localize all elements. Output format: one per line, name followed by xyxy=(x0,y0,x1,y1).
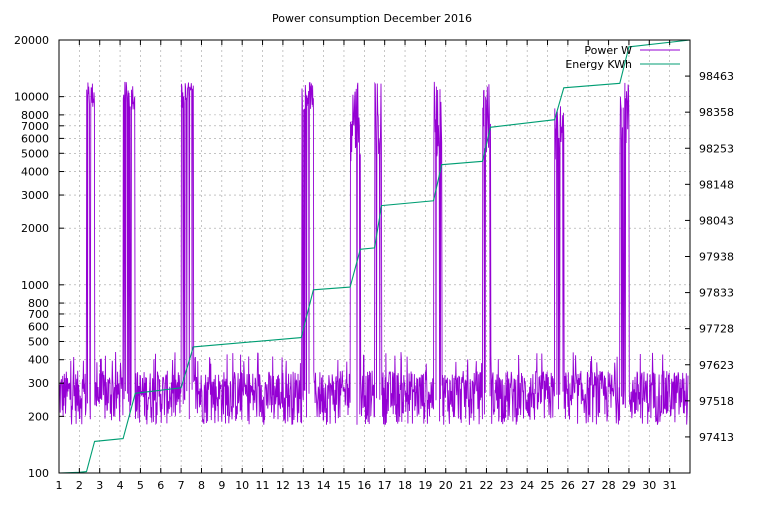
x-tick-label: 8 xyxy=(198,479,205,492)
y-right-tick-label: 97833 xyxy=(699,287,734,300)
y-right-tick-label: 97518 xyxy=(699,395,734,408)
y-left-tick-label: 500 xyxy=(28,335,49,348)
y-left-tick-label: 100 xyxy=(28,467,49,480)
y-right-tick-label: 98358 xyxy=(699,106,734,119)
x-tick-label: 31 xyxy=(663,479,677,492)
legend-label-power: Power W xyxy=(584,44,632,57)
y-left-tick-label: 200 xyxy=(28,410,49,423)
y-left-tick-label: 6000 xyxy=(21,132,49,145)
legend-label-energy: Energy KWh xyxy=(565,58,632,71)
x-tick-label: 5 xyxy=(137,479,144,492)
x-tick-label: 9 xyxy=(218,479,225,492)
x-tick-label: 13 xyxy=(296,479,310,492)
y-right-tick-label: 98253 xyxy=(699,142,734,155)
x-tick-label: 20 xyxy=(439,479,453,492)
x-tick-label: 26 xyxy=(561,479,575,492)
x-tick-label: 23 xyxy=(500,479,514,492)
x-tick-label: 17 xyxy=(378,479,392,492)
legend: Power W Energy KWh xyxy=(565,44,680,71)
y-right-tick-label: 97623 xyxy=(699,359,734,372)
y-left-tick-label: 800 xyxy=(28,297,49,310)
x-tick-label: 6 xyxy=(157,479,164,492)
x-tick-label: 16 xyxy=(357,479,371,492)
y-left-tick-label: 20000 xyxy=(14,34,49,47)
y-left-tick-label: 10000 xyxy=(14,91,49,104)
energy-series xyxy=(58,39,691,474)
power-line xyxy=(58,81,689,426)
x-tick-label: 27 xyxy=(581,479,595,492)
y-left-tick-label: 600 xyxy=(28,321,49,334)
y-right-tick-label: 97413 xyxy=(699,431,734,444)
x-tick-label: 29 xyxy=(622,479,636,492)
x-tick-label: 15 xyxy=(337,479,351,492)
y-left-tick-label: 1000 xyxy=(21,279,49,292)
x-tick-label: 4 xyxy=(117,479,124,492)
x-tick-label: 24 xyxy=(520,479,534,492)
tick-labels: 1 2 3 4 5 6 7 8 9 10 11 12 13 14 15 16 17 18 19 20 21 22 23 24 2… xyxy=(14,34,734,492)
x-tick-label: 30 xyxy=(642,479,656,492)
x-tick-label: 25 xyxy=(541,479,555,492)
axes xyxy=(58,39,691,474)
power-series xyxy=(58,81,689,426)
y-left-tick-label: 8000 xyxy=(21,109,49,122)
y-left-tick-label: 3000 xyxy=(21,189,49,202)
x-tick-label: 21 xyxy=(459,479,473,492)
y-left-tick-label: 4000 xyxy=(21,166,49,179)
x-tick-label: 11 xyxy=(256,479,270,492)
x-tick-label: 7 xyxy=(178,479,185,492)
x-tick-label: 2 xyxy=(76,479,83,492)
y-left-tick-label: 400 xyxy=(28,354,49,367)
chart-title: Power consumption December 2016 xyxy=(272,12,472,25)
y-left-tick-label: 300 xyxy=(28,377,49,390)
y-right-tick-label: 97938 xyxy=(699,251,734,264)
y-left-tick-label: 7000 xyxy=(21,120,49,133)
x-tick-label: 22 xyxy=(479,479,493,492)
x-tick-label: 18 xyxy=(398,479,412,492)
energy-line xyxy=(58,39,691,474)
y-left-tick-label: 5000 xyxy=(21,147,49,160)
x-tick-label: 12 xyxy=(276,479,290,492)
x-tick-label: 1 xyxy=(56,479,63,492)
y-right-tick-label: 97728 xyxy=(699,323,734,336)
x-tick-label: 10 xyxy=(235,479,249,492)
y-left-tick-label: 700 xyxy=(28,308,49,321)
x-tick-label: 19 xyxy=(418,479,432,492)
y-right-tick-label: 98463 xyxy=(699,70,734,83)
plot-frame xyxy=(58,39,691,474)
x-tick-label: 14 xyxy=(317,479,331,492)
x-tick-label: 3 xyxy=(96,479,103,492)
x-tick-label: 28 xyxy=(602,479,616,492)
y-left-tick-label: 2000 xyxy=(21,222,49,235)
y-right-tick-label: 98148 xyxy=(699,178,734,191)
y-right-tick-label: 98043 xyxy=(699,214,734,227)
